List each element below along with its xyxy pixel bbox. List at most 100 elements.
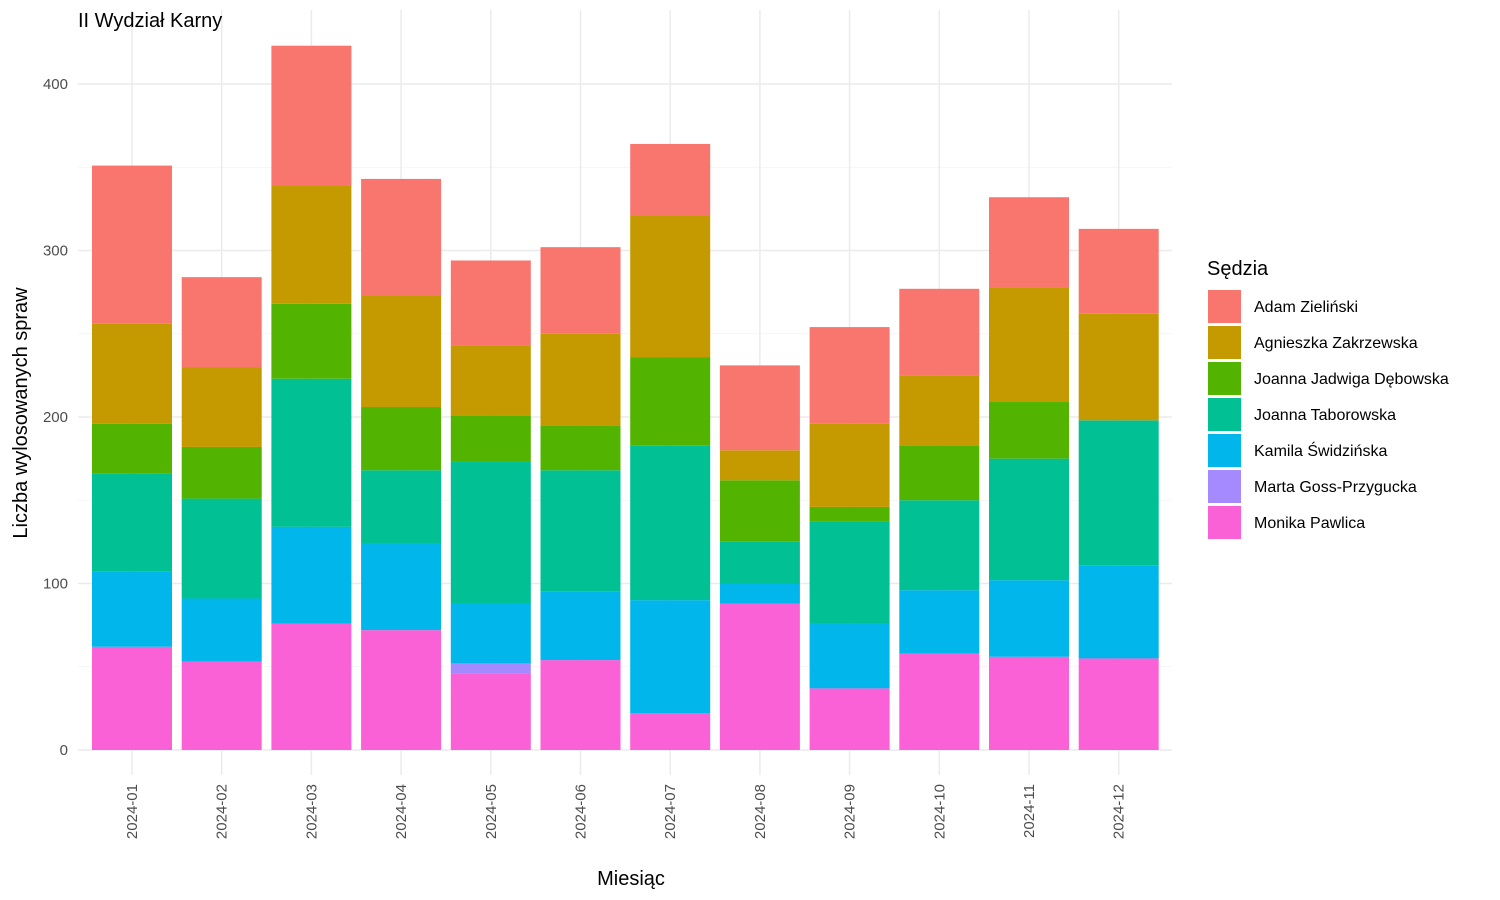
bar-segment [899, 653, 980, 750]
bar-segment [719, 365, 800, 451]
bar-segment [181, 661, 262, 750]
chart-title: II Wydział Karny [78, 10, 222, 32]
legend-label: Agnieszka Zakrzewska [1254, 335, 1418, 352]
bar-segment [899, 375, 980, 446]
bar-segment [809, 521, 890, 624]
legend-swatch [1208, 470, 1241, 503]
legend-title: Sędzia [1207, 258, 1269, 280]
bar-segment [361, 543, 442, 631]
bar-segment [450, 603, 531, 664]
x-tick-label: 2024-02 [214, 784, 231, 839]
bar-segment [630, 357, 711, 446]
bar-segment [361, 470, 442, 544]
bar-segment [899, 288, 980, 376]
bar-segment [630, 143, 711, 216]
x-tick-label: 2024-11 [1021, 784, 1038, 838]
legend-label: Joanna Taborowska [1254, 407, 1396, 424]
bar-segment [989, 287, 1069, 403]
bar-segment [181, 598, 262, 662]
bar-segment [540, 591, 621, 661]
bar-segment [271, 185, 352, 304]
x-tick-label: 2024-08 [752, 784, 769, 839]
bar-segment [719, 583, 800, 604]
y-tick-label: 100 [43, 576, 68, 593]
bar-segment [361, 630, 442, 750]
bar-segment [1078, 313, 1159, 421]
bar-segment [361, 407, 442, 471]
bar-segment [271, 303, 352, 379]
bar-segment [450, 673, 531, 750]
bar-segment [989, 580, 1069, 657]
bar-segment [450, 461, 531, 604]
legend: Sędzia Adam Zieliński Agnieszka Zakrzewsk… [1207, 258, 1449, 539]
y-axis-title: Liczba wylosowanych spraw [10, 287, 32, 539]
legend-swatch [1208, 398, 1241, 431]
bar-segment [271, 378, 352, 527]
bar-segment [92, 571, 172, 647]
bar-segment [809, 506, 890, 522]
legend-label: Joanna Jadwiga Dębowska [1254, 371, 1449, 388]
bar-segment [540, 247, 621, 334]
bar-segment [1078, 658, 1159, 750]
legend-swatch [1208, 506, 1241, 539]
bar-segment [989, 458, 1069, 581]
bar-segment [630, 600, 711, 714]
bar-segment [899, 590, 980, 654]
bar-segment [271, 623, 352, 750]
legend-label: Monika Pawlica [1254, 515, 1365, 532]
bars [92, 45, 1159, 750]
legend-label: Kamila Świdzińska [1254, 441, 1387, 460]
axes: 0 100 200 300 400 2024-01 2024-02 2024-03 2024-0… [43, 76, 1128, 839]
bar-segment [181, 367, 262, 447]
bar-segment [719, 603, 800, 750]
legend-label: Adam Zieliński [1254, 299, 1358, 316]
bar-segment [361, 295, 442, 408]
legend-swatch [1208, 290, 1241, 323]
bar-segment [809, 623, 890, 689]
bar-segment [809, 688, 890, 750]
x-tick-label: 2024-12 [1111, 784, 1128, 839]
bar-segment [989, 656, 1069, 750]
legend-swatch [1208, 362, 1241, 395]
bar-segment [989, 402, 1069, 459]
x-axis-title: Miesiąc [597, 868, 665, 890]
bar-segment [809, 327, 890, 424]
bar-segment [181, 498, 262, 599]
x-tick-label: 2024-07 [662, 784, 679, 839]
x-tick-label: 2024-03 [303, 784, 320, 839]
legend-swatch [1208, 326, 1241, 359]
bar-segment [1078, 228, 1159, 314]
bar-segment [450, 415, 531, 462]
bar-segment [719, 480, 800, 542]
bar-segment [92, 646, 172, 750]
bar-segment [899, 445, 980, 501]
x-tick-label: 2024-05 [483, 784, 500, 839]
bar-segment [271, 526, 352, 624]
x-tick-label: 2024-04 [393, 784, 410, 839]
x-tick-label: 2024-06 [573, 784, 590, 839]
bar-segment [271, 45, 352, 186]
legend-swatch [1208, 434, 1241, 467]
bar-segment [181, 277, 262, 368]
y-tick-label: 200 [43, 409, 68, 426]
y-tick-label: 300 [43, 243, 68, 260]
bar-segment [719, 541, 800, 584]
legend-label: Marta Goss-Przygucka [1254, 479, 1417, 496]
bar-segment [630, 713, 711, 750]
bar-segment [361, 178, 442, 296]
bar-segment [450, 345, 531, 416]
x-tick-label: 2024-01 [124, 784, 141, 839]
bar-segment [1078, 565, 1159, 659]
bar-segment [540, 333, 621, 426]
bar-segment [92, 423, 172, 474]
bar-segment [809, 423, 890, 507]
bar-segment [92, 165, 172, 324]
bar-segment [181, 446, 262, 499]
y-tick-label: 400 [43, 76, 68, 93]
bar-segment [92, 323, 172, 424]
bar-segment [540, 470, 621, 592]
y-tick-label: 0 [60, 742, 68, 759]
bar-segment [630, 445, 711, 601]
bar-segment [540, 425, 621, 471]
